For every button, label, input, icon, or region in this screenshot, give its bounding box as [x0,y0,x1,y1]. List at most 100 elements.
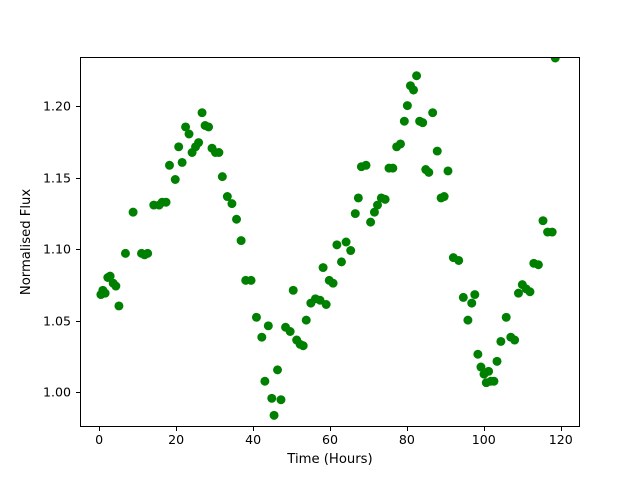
y-tick-label: 1.20 [43,99,99,114]
scatter-point [470,290,480,300]
scatter-point [184,129,194,139]
x-tick-label: 100 [471,432,496,447]
scatter-point [161,197,171,207]
scatter-point [170,175,180,184]
scatter-point [197,108,207,118]
scatter-point [350,209,360,219]
scatter-point [321,300,331,309]
scatter-point [373,200,382,210]
scatter-point [380,194,390,204]
scatter-point [439,192,449,202]
scatter-point [332,240,342,250]
scatter-point [489,376,499,386]
scatter-point [298,341,308,351]
scatter-point [501,312,511,322]
scatter-point [550,58,560,63]
scatter-point [301,315,311,325]
scatter-point [100,288,110,298]
scatter-point [217,172,227,182]
scatter-point [496,336,506,346]
scatter-point [177,157,187,167]
scatter-point [510,335,520,345]
scatter-point [194,138,204,148]
y-tick-label-text: 1.15 [42,170,71,186]
scatter-point [328,278,338,288]
scatter-point [174,142,184,152]
scatter-point [412,71,422,81]
scatter-point [251,312,261,322]
scatter-point [366,217,376,227]
scatter-point [257,332,267,342]
scatter-point [214,148,224,157]
scatter-point [443,166,453,176]
x-tick-label: 40 [245,432,262,447]
scatter-point [267,393,277,403]
scatter-point [111,281,121,291]
scatter-point [346,246,356,255]
scatter-points-layer [96,58,560,420]
scatter-point [114,301,124,311]
x-tick-label: 120 [548,432,573,447]
scatter-point [484,366,494,376]
scatter-point [525,287,535,297]
y-tick-label: 1.05 [43,313,99,328]
x-tick-label: 80 [398,432,415,447]
scatter-point [418,118,428,128]
scatter-point [273,365,283,375]
scatter-point [337,257,346,267]
x-tick-mark [560,427,562,431]
scatter-point [396,139,405,149]
x-tick-label: 0 [95,432,104,447]
scatter-point [454,255,464,265]
y-tick-mark [76,249,80,251]
x-tick-label: 20 [168,432,185,447]
scatter-point [432,146,442,156]
scatter-point [424,167,434,177]
scatter-point [428,108,438,118]
scatter-point [260,376,270,386]
x-tick-mark [99,427,101,431]
x-axis-label: Time (Hours) [287,452,373,467]
y-tick-label: 1.15 [43,170,99,185]
scatter-point [276,395,286,405]
scatter-point [181,122,191,132]
scatter-point [533,260,543,270]
y-tick-label-text: 1.10 [42,241,71,257]
y-tick-label-text: 1.20 [42,98,71,114]
x-tick-mark [483,427,485,431]
x-tick-mark [330,427,331,431]
scatter-point [285,327,295,336]
scatter-point [463,315,473,325]
scatter-point [263,321,273,331]
scatter-point [547,227,557,237]
scatter-point [513,288,523,298]
y-tick-mark [76,392,80,393]
scatter-point [227,199,237,209]
y-tick-mark [76,177,80,179]
scatter-point [353,193,363,203]
y-tick-label-text: 1.00 [42,384,71,400]
y-tick-mark [76,320,80,322]
scatter-point [222,192,232,202]
x-tick-mark [406,427,408,431]
scatter-point [269,410,279,420]
scatter-point [236,236,246,246]
scatter-point [538,216,548,226]
scatter-point [120,248,130,258]
y-axis-label: Normalised Flux [19,188,34,296]
scatter-point [388,163,398,173]
x-tick-label: 60 [321,432,339,447]
scatter-point [165,160,174,170]
scatter-point [288,285,298,295]
scatter-point [143,248,153,258]
x-tick-mark [176,427,178,431]
y-tick-label: 1.00 [43,385,99,400]
scatter-point [232,214,242,224]
y-tick-label-text: 1.05 [42,313,71,329]
scatter-point [318,263,328,273]
scatter-point [399,116,409,126]
x-tick-mark [253,427,255,431]
scatter-point [246,275,256,285]
scatter-point [467,298,477,308]
